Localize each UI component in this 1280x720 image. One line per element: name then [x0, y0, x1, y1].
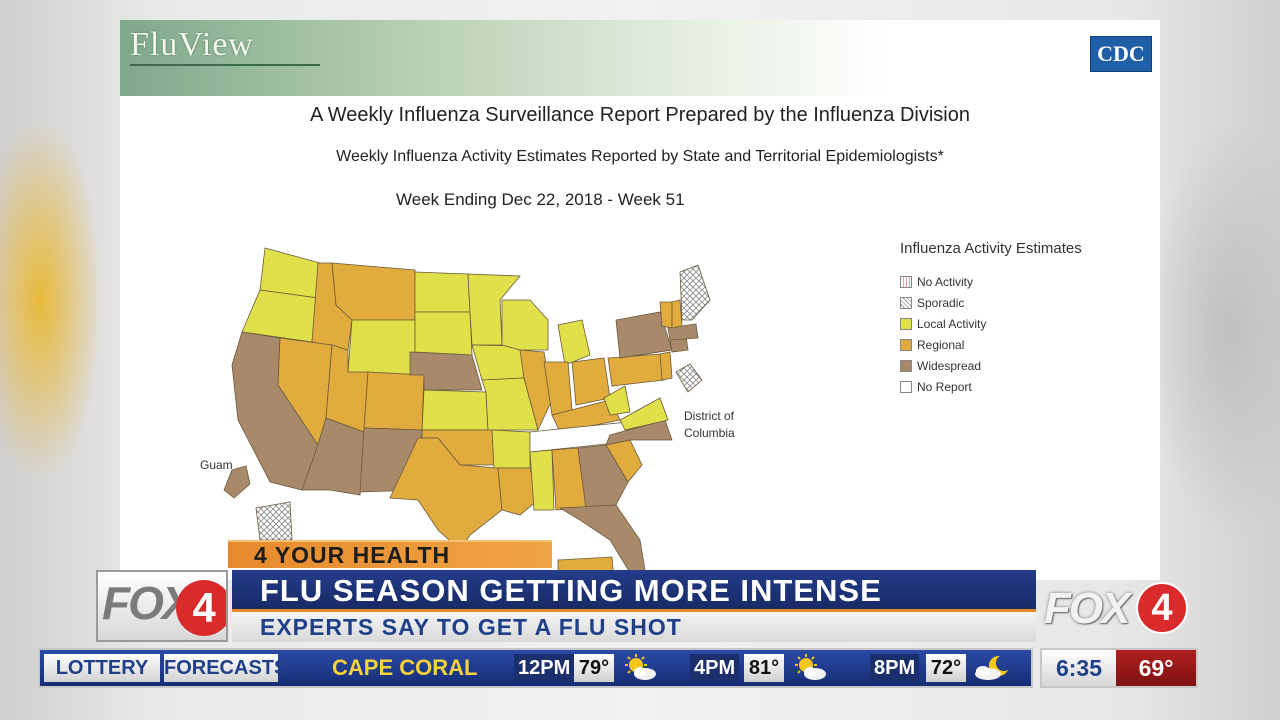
state-georgia	[577, 444, 629, 509]
state-illinois	[519, 349, 553, 432]
forecast-time: 4PM	[690, 654, 740, 682]
ticker-city: CAPE CORAL	[332, 655, 478, 680]
legend-label: No Activity	[917, 274, 974, 289]
legend-label: No Report	[917, 379, 972, 394]
legend-swatch	[900, 338, 912, 351]
forecast-temp: 79°	[574, 654, 614, 682]
state-missouri	[481, 377, 539, 431]
state-new-jersey	[659, 351, 673, 381]
state-arkansas	[491, 429, 531, 469]
state-new-hampshire	[671, 299, 683, 329]
headline: FLU SEASON GETTING MORE INTENSE	[260, 573, 882, 608]
us-flu-activity-map	[223, 247, 711, 580]
state-west-virginia	[603, 385, 631, 416]
tab-forecasts: FORECASTS	[164, 654, 287, 682]
state-colorado	[363, 371, 425, 431]
legend-label: Regional	[917, 337, 965, 352]
legend-swatch	[900, 359, 912, 372]
state-iowa	[471, 344, 525, 381]
state-wisconsin	[501, 299, 549, 351]
legend-swatch	[900, 275, 912, 288]
territory-guam	[223, 465, 251, 499]
legend-swatch	[900, 317, 912, 330]
segment-tag-text: 4 YOUR HEALTH	[254, 542, 451, 568]
state-montana	[331, 262, 416, 321]
legend-swatch	[900, 380, 912, 393]
dc-label-line1: District of	[684, 409, 735, 423]
state-virginia	[619, 397, 669, 431]
state-maine	[679, 264, 711, 321]
legend-title: Influenza Activity Estimates	[900, 240, 1082, 257]
forecast-time: 12PM	[514, 654, 575, 682]
state-washington	[259, 247, 321, 299]
cdc-logo: CDC	[1090, 36, 1152, 72]
fluview-banner: FluView CDC	[120, 20, 1160, 96]
weather-ticker: LOTTERY FORECASTS CAPE CORAL 12PM 79° 4P…	[38, 648, 1033, 688]
legend-item-regional: Regional	[900, 334, 1082, 355]
state-pennsylvania	[607, 353, 665, 387]
legend-item-widespread: Widespread	[900, 355, 1082, 376]
fox4-logo-number: 4	[1136, 582, 1188, 634]
partly-sunny-icon	[795, 654, 826, 680]
subheadline: EXPERTS SAY TO GET A FLU SHOT	[260, 614, 682, 640]
report-title: A Weekly Influenza Surveillance Report P…	[310, 104, 970, 126]
fox4-logo-text: FOX	[1044, 584, 1130, 633]
state-wyoming	[347, 319, 416, 376]
state-south-dakota	[414, 311, 473, 356]
dc-label: District of Columbia	[684, 408, 735, 442]
legend-item-no-activity: No Activity	[900, 271, 1082, 292]
segment-tag: 4 YOUR HEALTH	[228, 540, 552, 568]
forecast-temp: 72°	[926, 654, 966, 682]
partly-sunny-icon	[625, 654, 656, 680]
tab-lottery: LOTTERY	[44, 654, 160, 682]
time-temp-box: 6:35 69°	[1040, 648, 1198, 688]
partly-cloudy-night-icon	[975, 655, 1008, 680]
guam-label: Guam	[200, 458, 233, 472]
legend-label: Widespread	[917, 358, 982, 373]
state-kansas	[421, 389, 489, 431]
state-massachusetts	[667, 323, 699, 341]
report-week: Week Ending Dec 22, 2018 - Week 51	[396, 190, 685, 209]
legend-item-local-activity: Local Activity	[900, 313, 1082, 334]
logo-underline	[130, 64, 320, 66]
current-temperature: 69°	[1116, 650, 1196, 686]
dc-marker	[675, 363, 703, 393]
clock: 6:35	[1042, 650, 1116, 686]
headline-bar: FLU SEASON GETTING MORE INTENSE	[232, 570, 1036, 612]
forecast-temp: 81°	[744, 654, 784, 682]
fox4-logo: FOX 4	[1044, 582, 1192, 638]
fluview-logo: FluView	[130, 26, 254, 63]
forecast-time: 8PM	[870, 654, 920, 682]
report-subtitle: Weekly Influenza Activity Estimates Repo…	[336, 148, 944, 165]
legend: Influenza Activity Estimates No Activity…	[900, 240, 1082, 397]
legend-label: Sporadic	[917, 295, 965, 310]
legend-label: Local Activity	[917, 316, 987, 331]
fluview-report: FluView CDC A Weekly Influenza Surveilla…	[120, 20, 1160, 580]
legend-swatch	[900, 296, 912, 309]
state-mississippi	[529, 449, 555, 511]
station-logo-number: 4	[176, 580, 226, 636]
state-texas	[389, 437, 503, 551]
state-louisiana	[497, 467, 539, 516]
state-michigan	[557, 319, 591, 366]
state-north-dakota	[414, 271, 471, 313]
dc-label-line2: Columbia	[684, 426, 735, 440]
state-vermont	[659, 301, 673, 329]
legend-item-sporadic: Sporadic	[900, 292, 1082, 313]
subheadline-bar: EXPERTS SAY TO GET A FLU SHOT	[232, 612, 1036, 642]
state-hawaii-partial	[255, 501, 293, 541]
legend-item-no-report: No Report	[900, 376, 1082, 397]
station-logo-box: FOX 4	[96, 570, 228, 642]
